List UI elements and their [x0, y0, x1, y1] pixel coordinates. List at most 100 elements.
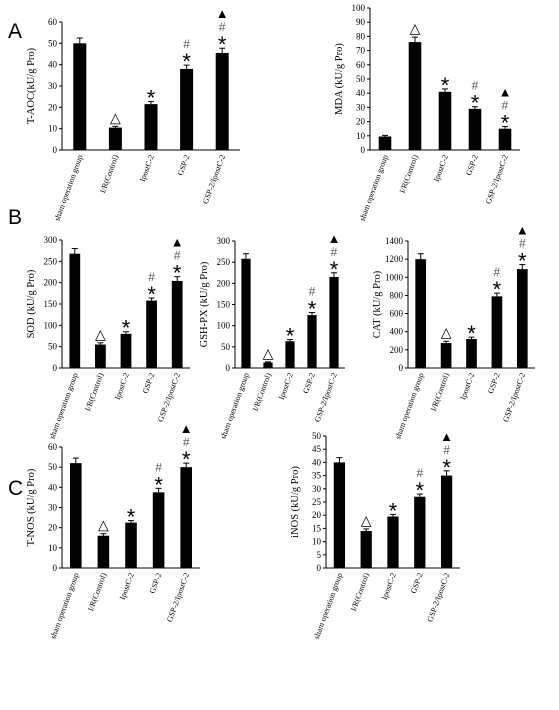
- category-label: GSP-2/IpostC-2: [165, 572, 191, 624]
- significance-triangle-filled: ▲: [499, 85, 512, 100]
- bar: [408, 42, 422, 150]
- category-label: I/R(Control): [349, 571, 371, 612]
- y-tick-label: 40: [312, 457, 322, 467]
- y-tick-label: 150: [44, 299, 58, 309]
- y-tick-label: 50: [48, 38, 58, 48]
- category-label: sham operation group: [48, 572, 80, 641]
- significance-triangle-open: △: [263, 345, 274, 361]
- y-tick-label: 30: [48, 81, 58, 91]
- significance-star: *: [218, 32, 227, 57]
- category-label: GSP-2/IpostC-2: [501, 372, 527, 424]
- bar: [333, 462, 346, 568]
- y-tick-label: 10: [312, 537, 322, 547]
- significance-star: *: [154, 472, 163, 497]
- bar: [468, 108, 482, 150]
- significance-triangle-filled: ▲: [516, 223, 529, 238]
- y-tick-label: 80: [356, 31, 366, 41]
- category-label: I/R(Control): [429, 371, 451, 412]
- panel-letter-c: C: [8, 477, 24, 500]
- y-tick-label: 15: [312, 523, 322, 533]
- category-label: sham operation group: [358, 154, 390, 223]
- significance-triangle-open: △: [361, 512, 372, 528]
- category-label: GSP-2/IpostC-2: [156, 372, 182, 424]
- significance-star: *: [493, 277, 502, 302]
- significance-hash: #: [502, 99, 509, 113]
- category-label: sham operation group: [312, 572, 344, 641]
- y-tick-label: 800: [390, 290, 404, 300]
- y-tick-label: 30: [356, 102, 366, 112]
- significance-hash: #: [309, 285, 316, 299]
- y-tick-label: 300: [44, 235, 58, 245]
- bar: [440, 475, 453, 568]
- significance-hash: #: [494, 265, 501, 279]
- bar: [440, 343, 452, 368]
- bar: [360, 531, 372, 568]
- bar: [144, 104, 158, 150]
- bar: [414, 496, 426, 568]
- panel-letter-b: B: [8, 206, 23, 229]
- y-tick-label: 200: [217, 278, 231, 288]
- category-label: GSP-2: [301, 372, 317, 395]
- significance-star: *: [286, 324, 295, 349]
- category-label: GSP-2: [176, 154, 192, 177]
- significance-triangle-open: △: [410, 20, 421, 36]
- significance-star: *: [173, 261, 182, 286]
- bar: [95, 344, 106, 368]
- category-label: GSP-2: [409, 572, 425, 595]
- bar: [263, 362, 273, 368]
- bar: [97, 535, 110, 568]
- category-label: IpostC-2: [138, 154, 156, 183]
- significance-hash: #: [519, 237, 526, 251]
- chart-2: 0 10 20 30 40 50 60 70 80 90 100 MDA (kU/g Pro) sham…: [334, 3, 520, 222]
- bar: [180, 467, 192, 568]
- y-tick-label: 60: [48, 17, 58, 27]
- category-label: IpostC-2: [113, 372, 131, 401]
- y-tick-label: 10: [356, 131, 366, 141]
- y-tick-label: 1200: [385, 254, 404, 264]
- significance-triangle-open: △: [98, 517, 109, 533]
- category-label: sham operation group: [219, 372, 251, 441]
- y-tick-label: 0: [226, 363, 231, 373]
- y-tick-label: 400: [390, 327, 404, 337]
- y-tick-label: 70: [356, 46, 366, 56]
- y-tick-label: 50: [356, 74, 366, 84]
- category-label: GSP-2/IpostC-2: [484, 154, 510, 206]
- significance-hash: #: [148, 270, 155, 284]
- bar: [70, 463, 82, 568]
- chart-3: 0 50 100 150 200 250 300 SOD (kU/g Pro) sham ope…: [26, 235, 190, 440]
- y-axis-label: GSH-PX (kU/g Pro): [199, 261, 210, 347]
- category-label: I/R(Control): [98, 153, 120, 194]
- y-tick-label: 0: [361, 145, 366, 155]
- significance-star: *: [127, 505, 136, 530]
- y-axis-label: iNOS (kU/g Pro): [290, 466, 301, 538]
- significance-hash: #: [331, 245, 338, 259]
- bar: [125, 522, 137, 568]
- significance-star: *: [442, 455, 451, 480]
- y-tick-label: 25: [312, 497, 322, 507]
- significance-star: *: [182, 447, 191, 472]
- y-tick-label: 45: [312, 444, 322, 454]
- panel-letter-a: A: [8, 20, 23, 43]
- bar: [108, 127, 122, 150]
- significance-hash: #: [443, 443, 450, 457]
- y-tick-label: 100: [352, 3, 366, 13]
- y-tick-label: 20: [48, 523, 58, 533]
- bar: [120, 333, 132, 368]
- bar: [215, 52, 229, 150]
- y-axis-label: CAT (kU/g Pro): [372, 270, 383, 338]
- bar: [387, 516, 399, 568]
- y-tick-label: 5: [317, 550, 322, 560]
- category-label: I/R(Control): [86, 571, 108, 612]
- y-tick-label: 30: [312, 484, 322, 494]
- significance-hash: #: [183, 435, 190, 449]
- chart-7: 0 5 10 15 20 25 30 35 40 45 50 iNOS (kU/g Pro) sham …: [290, 429, 460, 640]
- y-tick-label: 200: [390, 345, 404, 355]
- chart-6: 0 10 20 30 40 50 60 T-NOS (kU/g Pro) sham operat…: [26, 421, 200, 640]
- y-axis-label: T-AOC(kU/g Pro): [26, 47, 37, 124]
- y-tick-label: 1400: [385, 236, 404, 246]
- bar: [69, 253, 81, 368]
- y-axis-label: T-NOS (kU/g Pro): [26, 468, 37, 546]
- y-tick-label: 50: [48, 342, 58, 352]
- category-label: GSP-2: [464, 154, 480, 177]
